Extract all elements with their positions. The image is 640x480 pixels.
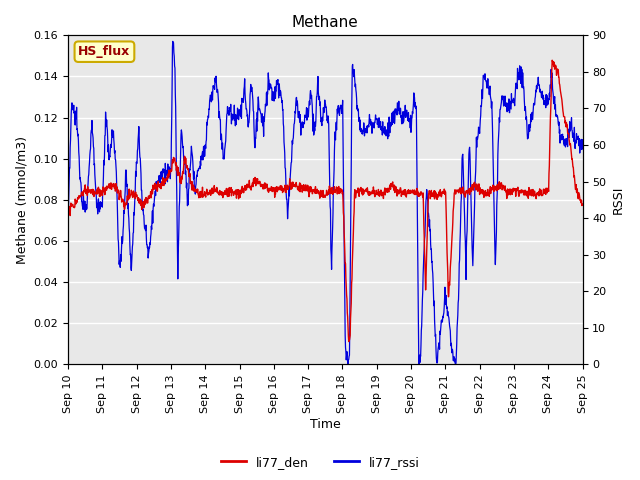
Y-axis label: RSSI: RSSI xyxy=(612,186,625,214)
Legend: li77_den, li77_rssi: li77_den, li77_rssi xyxy=(216,451,424,474)
Title: Methane: Methane xyxy=(292,15,358,30)
Text: HS_flux: HS_flux xyxy=(78,45,131,58)
Y-axis label: Methane (mmol/m3): Methane (mmol/m3) xyxy=(15,136,28,264)
X-axis label: Time: Time xyxy=(310,419,340,432)
